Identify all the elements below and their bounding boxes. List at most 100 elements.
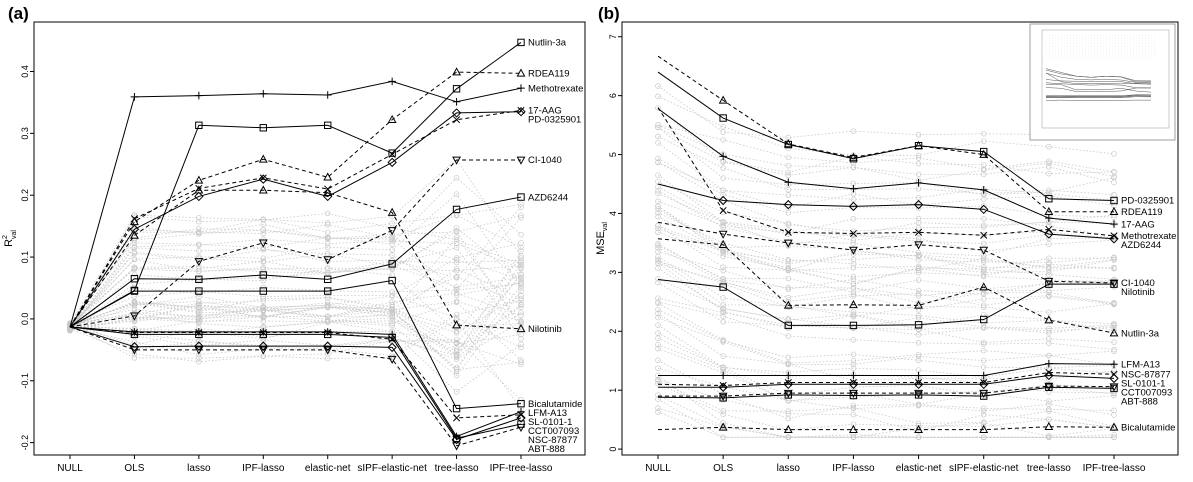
data-point — [913, 199, 924, 210]
background-point — [785, 204, 792, 211]
data-point — [323, 91, 332, 99]
data-point — [914, 424, 924, 433]
background-point — [850, 264, 857, 271]
series-line — [69, 326, 522, 419]
background-line — [69, 268, 522, 331]
data-point — [980, 315, 988, 324]
background-point — [785, 275, 792, 282]
background-point — [1046, 352, 1052, 359]
background-point — [1046, 158, 1052, 164]
series-nutlin-3a — [69, 38, 525, 328]
data-point — [783, 424, 793, 433]
background-point — [518, 204, 524, 210]
series-label: 17-AAG — [528, 106, 562, 117]
background-point — [1046, 398, 1052, 404]
background-line — [657, 225, 1115, 271]
background-point — [518, 214, 524, 221]
data-point — [259, 271, 267, 279]
x-tick-label: OLS — [124, 463, 144, 474]
background-point — [196, 351, 202, 358]
background-point — [196, 229, 202, 236]
background-point — [1046, 143, 1052, 150]
data-point — [516, 413, 526, 423]
data-point — [979, 371, 988, 380]
background-point — [655, 260, 661, 266]
background-line — [657, 367, 1115, 416]
background-line — [657, 256, 1115, 325]
background-point — [518, 201, 524, 207]
x-tick-label: elastic-net — [305, 463, 351, 474]
series-line — [658, 385, 1115, 397]
data-point — [517, 411, 525, 419]
background-point — [720, 250, 726, 256]
background-point — [915, 287, 922, 294]
series-line — [69, 42, 522, 328]
background-point — [453, 265, 460, 272]
background-point — [915, 402, 922, 409]
background-point — [720, 337, 726, 343]
background-point — [518, 344, 524, 351]
background-point — [655, 357, 661, 364]
data-point — [1109, 234, 1119, 244]
data-point — [194, 191, 204, 202]
data-point — [718, 230, 728, 239]
background-point — [196, 304, 202, 310]
data-point — [783, 199, 793, 210]
series-label: Bicalutamide — [528, 399, 582, 410]
series-label: PD-0325901 — [528, 115, 581, 126]
data-point — [914, 371, 923, 380]
background-point — [453, 292, 460, 298]
background-point — [720, 222, 726, 229]
background-point — [260, 227, 267, 233]
background-point — [1046, 330, 1052, 336]
background-point — [720, 175, 726, 181]
background-point — [980, 434, 987, 441]
data-point — [914, 391, 923, 399]
data-point — [784, 371, 793, 380]
series-line — [69, 326, 522, 438]
data-point — [979, 379, 989, 390]
background-point — [980, 341, 987, 347]
series-line — [69, 189, 522, 330]
background-point — [655, 365, 661, 371]
data-point — [130, 330, 139, 339]
background-line — [657, 216, 1115, 268]
background-point — [850, 361, 857, 368]
background-point — [720, 411, 726, 417]
background-line — [69, 259, 522, 325]
background-point — [720, 129, 726, 135]
background-point — [453, 236, 460, 243]
series-line — [657, 71, 1115, 202]
background-point — [720, 267, 726, 274]
data-point — [195, 91, 203, 100]
series-line — [69, 196, 522, 328]
background-line — [657, 260, 1115, 308]
data-point — [259, 89, 268, 98]
series-line — [657, 107, 1115, 237]
data-point — [194, 346, 204, 355]
background-point — [785, 333, 792, 339]
inset-line — [1045, 79, 1152, 85]
background-point — [389, 307, 395, 313]
series-methotrexate — [657, 107, 1118, 240]
background-line — [657, 142, 1115, 201]
background-point — [655, 409, 661, 415]
background-point — [453, 275, 460, 281]
background-point — [720, 264, 726, 270]
series-rdea119 — [657, 55, 1119, 215]
data-point — [1109, 422, 1119, 431]
series-line — [657, 108, 1115, 225]
background-point — [389, 354, 395, 361]
series-label: NSC-87877 — [528, 435, 578, 446]
background-point — [850, 337, 857, 343]
background-point — [915, 224, 922, 231]
background-point — [785, 256, 792, 263]
background-point — [850, 351, 857, 358]
background-point — [324, 240, 331, 247]
background-point — [655, 330, 661, 336]
background-line — [657, 243, 1115, 297]
background-point — [785, 187, 792, 193]
series-17-aag — [657, 108, 1118, 228]
series-line — [69, 159, 521, 328]
background-line — [69, 274, 522, 357]
